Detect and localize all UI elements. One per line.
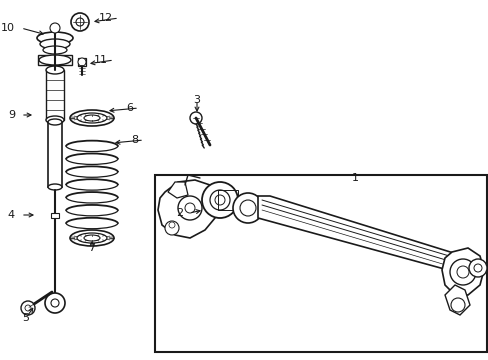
Bar	[78, 58, 86, 66]
Text: 12: 12	[99, 13, 113, 23]
Ellipse shape	[21, 301, 35, 315]
Ellipse shape	[84, 115, 100, 121]
Text: 2: 2	[176, 208, 183, 218]
Ellipse shape	[473, 264, 481, 272]
Ellipse shape	[169, 222, 175, 228]
Ellipse shape	[48, 119, 62, 125]
Ellipse shape	[215, 195, 224, 205]
Bar	[155, 175, 486, 352]
Ellipse shape	[51, 299, 59, 307]
Ellipse shape	[456, 266, 468, 278]
Ellipse shape	[37, 32, 73, 44]
Ellipse shape	[70, 230, 114, 246]
Ellipse shape	[43, 46, 67, 54]
Text: 3: 3	[193, 95, 200, 105]
Text: 4: 4	[8, 210, 15, 220]
Bar	[46, 70, 64, 120]
Bar	[218, 190, 238, 210]
Ellipse shape	[202, 182, 238, 218]
Bar	[38, 55, 72, 65]
Text: 9: 9	[8, 110, 15, 120]
Polygon shape	[168, 182, 187, 198]
Text: 1: 1	[351, 173, 358, 183]
Text: 5: 5	[22, 313, 29, 323]
Ellipse shape	[77, 113, 107, 123]
Ellipse shape	[450, 298, 464, 312]
Text: 6: 6	[126, 103, 133, 113]
Ellipse shape	[71, 13, 89, 31]
Text: 8: 8	[131, 135, 138, 145]
Ellipse shape	[50, 23, 60, 33]
Ellipse shape	[48, 184, 62, 190]
Ellipse shape	[209, 190, 229, 210]
Text: 10: 10	[1, 23, 15, 33]
Bar	[48, 122, 62, 187]
Ellipse shape	[190, 112, 202, 124]
Bar	[51, 213, 59, 218]
Ellipse shape	[70, 110, 114, 126]
Text: 7: 7	[88, 243, 95, 253]
Ellipse shape	[240, 200, 256, 216]
Ellipse shape	[77, 233, 107, 243]
Ellipse shape	[164, 221, 179, 235]
Ellipse shape	[46, 116, 64, 124]
Ellipse shape	[78, 58, 86, 66]
Ellipse shape	[449, 259, 475, 285]
Ellipse shape	[232, 193, 263, 223]
Text: 11: 11	[94, 55, 108, 65]
Polygon shape	[441, 248, 483, 295]
Polygon shape	[158, 180, 218, 238]
Ellipse shape	[45, 293, 65, 313]
Ellipse shape	[25, 305, 31, 311]
Ellipse shape	[178, 196, 202, 220]
Ellipse shape	[84, 235, 100, 241]
Ellipse shape	[184, 203, 195, 213]
Polygon shape	[258, 196, 459, 270]
Ellipse shape	[39, 55, 71, 65]
Ellipse shape	[40, 39, 70, 49]
Ellipse shape	[76, 18, 84, 26]
Polygon shape	[444, 285, 469, 315]
Ellipse shape	[46, 66, 64, 74]
Ellipse shape	[468, 259, 486, 277]
